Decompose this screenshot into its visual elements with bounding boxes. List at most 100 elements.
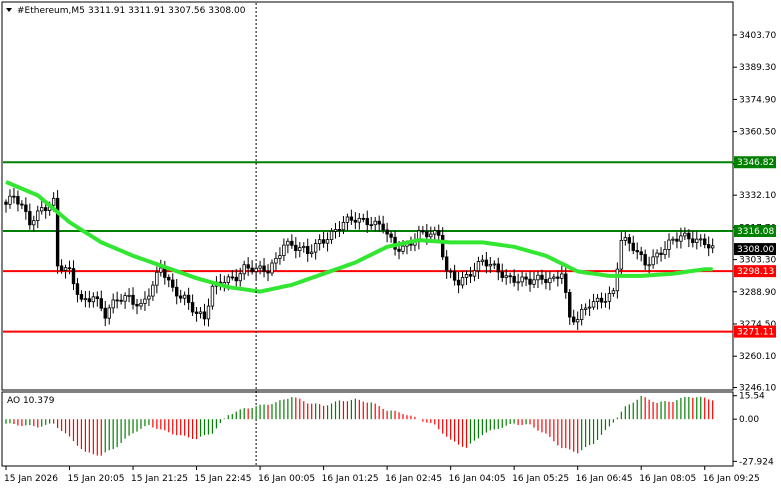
candle	[178, 289, 183, 303]
x-tick-label: 15 Jan 22:45	[195, 474, 252, 484]
y-tick-label: 3374.90	[739, 95, 776, 105]
level-price-tag: 3316.08	[734, 224, 776, 237]
candle	[679, 227, 683, 249]
candle	[353, 212, 358, 230]
candle	[687, 229, 691, 248]
x-tick-label: 16 Jan 00:05	[258, 474, 315, 484]
candle	[135, 298, 139, 315]
candle	[444, 250, 449, 279]
candle	[321, 231, 326, 248]
candle	[564, 267, 568, 299]
candle	[218, 273, 223, 291]
candle	[246, 257, 250, 277]
candle	[655, 249, 659, 265]
candle	[492, 260, 497, 269]
candle	[357, 213, 362, 230]
candle	[706, 236, 711, 257]
candle	[202, 303, 207, 326]
candle	[583, 303, 588, 316]
candle	[385, 222, 389, 243]
y-tick-label: 3260.10	[739, 352, 776, 362]
candle	[32, 215, 36, 232]
candle	[349, 209, 354, 225]
candle	[20, 200, 24, 210]
candle	[504, 269, 508, 285]
candle	[433, 226, 437, 240]
candle	[560, 265, 564, 284]
level-price-tag: 3298.13	[734, 265, 776, 278]
level-price-tag: 3271.11	[734, 325, 776, 338]
candle	[643, 249, 647, 270]
ao-panel-border	[1, 391, 734, 467]
candle	[151, 280, 155, 301]
candle	[579, 304, 584, 326]
candle	[663, 241, 667, 260]
x-tick-label: 16 Jan 08:05	[639, 474, 696, 484]
candle	[540, 269, 544, 285]
x-tick-label: 16 Jan 04:05	[449, 474, 506, 484]
candle	[194, 306, 199, 322]
symbol-label: #Ethereum,M5	[17, 6, 85, 16]
candle	[627, 233, 631, 252]
x-tick-label: 15 Jan 21:25	[131, 474, 188, 484]
ao-tick-label: 15.54	[739, 392, 765, 402]
svg-text:3271.11: 3271.11	[737, 328, 774, 338]
chevron-down-icon[interactable]	[6, 8, 12, 12]
candle	[500, 263, 504, 282]
candle	[83, 290, 88, 308]
candle	[699, 234, 703, 247]
candle	[675, 232, 679, 249]
level-price-tag: 3346.82	[734, 156, 776, 169]
candle	[520, 271, 524, 287]
candle	[40, 199, 44, 215]
candle	[611, 287, 616, 297]
x-tick-label: 16 Jan 02:45	[385, 474, 442, 484]
candle	[127, 288, 131, 303]
candle	[274, 252, 278, 271]
x-tick-label: 15 Jan 20:05	[68, 474, 125, 484]
candle	[568, 289, 572, 325]
candle	[87, 290, 92, 308]
candle	[488, 257, 493, 273]
candle	[28, 203, 32, 230]
candle	[270, 259, 274, 277]
candle	[63, 264, 68, 279]
candle	[317, 234, 322, 251]
candle	[345, 213, 350, 231]
ao-tick-label: -27.924	[739, 457, 774, 467]
x-tick-label: 16 Jan 09:25	[703, 474, 760, 484]
candle	[417, 225, 421, 250]
candle	[8, 189, 12, 209]
ao-label: AO 10.379	[7, 396, 55, 406]
ao-tick-label: 0.00	[739, 415, 759, 425]
price-axis[interactable]: 3403.703389.303374.903360.503346.103332.…	[733, 31, 776, 394]
time-axis[interactable]: 15 Jan 2026 15 Jan 20:05 15 Jan 21:25 15 Ja…	[4, 466, 760, 484]
candle	[544, 271, 548, 290]
candle	[667, 233, 671, 258]
y-tick-label: 3288.90	[739, 288, 776, 298]
y-tick-label: 3246.10	[739, 384, 776, 394]
y-tick-label: 3274.50	[739, 320, 776, 330]
candle	[369, 216, 373, 230]
candle	[167, 274, 171, 288]
candle	[591, 293, 596, 310]
candle	[206, 298, 211, 327]
main-chart-frame	[1, 1, 734, 467]
candle	[671, 236, 675, 245]
candle	[468, 266, 473, 283]
candle	[111, 293, 115, 314]
svg-text:3308.00: 3308.00	[737, 245, 774, 255]
candle	[67, 260, 72, 275]
candle	[623, 231, 628, 246]
candle	[230, 270, 234, 281]
candle	[79, 290, 84, 303]
y-tick-label: 3360.50	[739, 128, 776, 138]
candle	[186, 287, 191, 310]
ma-line	[5, 180, 713, 294]
candle	[595, 294, 600, 310]
main-panel-border	[1, 1, 734, 391]
candle	[278, 247, 282, 265]
y-tick-label: 3403.70	[739, 31, 776, 41]
